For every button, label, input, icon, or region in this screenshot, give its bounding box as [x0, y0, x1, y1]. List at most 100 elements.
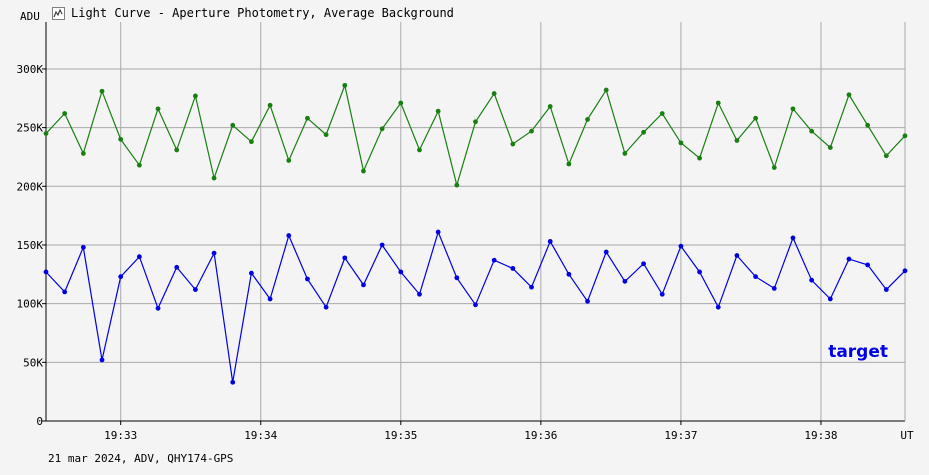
series-1-point	[771, 165, 777, 170]
series-1-point	[155, 106, 161, 112]
series-1-point	[790, 106, 796, 112]
light-curve-icon[interactable]	[52, 6, 65, 20]
target-point	[267, 296, 273, 302]
target-point	[734, 253, 740, 258]
series-1-point	[43, 131, 49, 136]
series-1-point	[678, 140, 684, 146]
target-point	[771, 285, 777, 291]
series-1-point	[305, 115, 310, 121]
series-1-point	[473, 119, 478, 125]
target-point	[80, 244, 86, 250]
target-point	[99, 357, 105, 363]
target-point	[678, 243, 684, 249]
y-axis-unit-label: ADU	[20, 10, 40, 23]
target-point	[846, 256, 852, 262]
series-1-point	[827, 145, 833, 150]
target-point	[305, 276, 310, 282]
target-point	[211, 250, 217, 256]
series-1-point	[118, 136, 124, 142]
series-1-point	[62, 111, 68, 116]
target-point	[417, 291, 422, 297]
series-1-point	[267, 102, 273, 108]
target-point	[883, 287, 889, 292]
series-1-point	[641, 129, 646, 135]
x-tick-label: 19:36	[524, 429, 557, 442]
target-point	[491, 257, 497, 263]
target-point	[659, 291, 665, 297]
target-point	[510, 266, 516, 271]
target-point	[379, 242, 385, 248]
series-1-point	[547, 104, 553, 109]
series-1-point	[342, 82, 348, 88]
target-point	[865, 262, 871, 268]
title-bar: Light Curve - Aperture Photometry, Avera…	[52, 4, 454, 22]
target-point	[697, 269, 702, 275]
series-1-point	[865, 122, 871, 128]
target-point	[547, 239, 553, 244]
series-1-point	[323, 132, 329, 138]
target-point	[641, 261, 646, 267]
series-1-point	[566, 161, 572, 167]
recording-info: 21 mar 2024, ADV, QHY174-GPS	[48, 452, 234, 465]
series-1-point	[491, 91, 497, 96]
target-point	[398, 269, 404, 275]
target-point	[286, 233, 292, 238]
series-1-point	[697, 155, 702, 161]
series-1-point	[398, 100, 404, 106]
series-1-point	[734, 138, 740, 143]
target-point	[155, 305, 161, 311]
x-tick-label: 19:38	[804, 429, 837, 442]
target-point	[715, 304, 721, 310]
series-1-point	[379, 126, 385, 132]
y-tick-label: 250K	[17, 122, 44, 135]
series-1-point	[99, 88, 105, 94]
target-point	[529, 284, 534, 290]
series-1-point	[753, 115, 759, 121]
target-point	[809, 277, 815, 283]
window-title: Light Curve - Aperture Photometry, Avera…	[71, 6, 454, 20]
series-1-point	[659, 111, 665, 116]
series-1-point	[286, 158, 292, 163]
y-tick-label: 300K	[17, 63, 44, 76]
series-1-point	[80, 151, 86, 156]
series-1-point	[622, 151, 628, 156]
series-1-point	[715, 100, 721, 106]
target-point	[827, 296, 833, 302]
series-1-point	[435, 108, 441, 114]
x-axis-unit-label: UT	[900, 429, 914, 442]
series-1-point	[603, 87, 609, 93]
series-1-point	[417, 147, 422, 153]
target-point	[435, 229, 441, 235]
y-tick-label: 50K	[23, 356, 43, 369]
series-1-point	[361, 168, 366, 174]
target-point	[136, 254, 142, 260]
light-curve-icon-glyph	[53, 8, 63, 17]
target-point	[622, 278, 628, 284]
x-tick-label: 19:37	[664, 429, 697, 442]
target-point	[174, 264, 180, 270]
series-1-point	[809, 128, 815, 134]
target-point	[566, 271, 572, 277]
y-tick-label: 200K	[17, 180, 44, 193]
series-1-point	[510, 141, 516, 147]
series-1-point	[211, 175, 217, 181]
target-point	[603, 249, 609, 255]
x-tick-label: 19:34	[244, 429, 277, 442]
series-1-point	[192, 93, 198, 99]
target-point	[192, 287, 198, 292]
target-point	[323, 304, 329, 310]
series-1-point	[136, 162, 142, 168]
series-1-point	[249, 139, 254, 145]
series-1-point	[529, 128, 534, 134]
series-1-point	[454, 182, 460, 188]
series-1-point	[883, 153, 889, 159]
target-point	[43, 269, 49, 275]
target-point	[454, 275, 460, 281]
target-point	[118, 274, 124, 280]
y-tick-label: 0	[36, 415, 43, 428]
plot-area	[46, 22, 905, 421]
series-1-point	[230, 122, 236, 128]
series-1-point	[585, 117, 590, 122]
